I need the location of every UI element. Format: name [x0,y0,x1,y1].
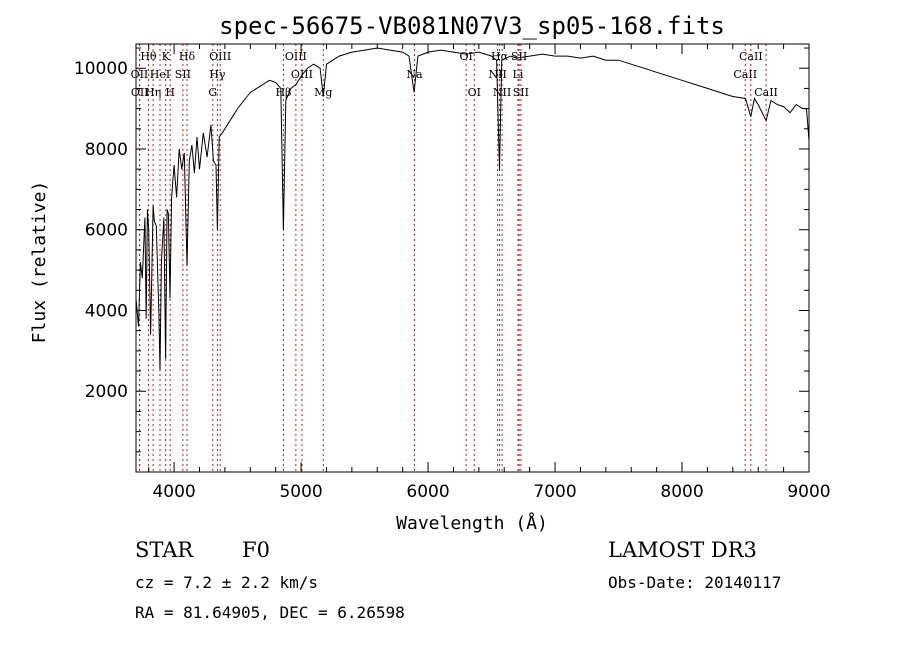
x-axis-label: Wavelength (Å) [396,512,548,534]
chart-title: spec-56675-VB081N07V3_sp05-168.fits [219,12,725,40]
y-tick-label: 10000 [74,59,128,79]
spectral-line-label: Hα [491,50,509,63]
spectral-line-label: Hδ [179,50,196,63]
spectrum-chart: spec-56675-VB081N07V3_sp05-168.fits 4000… [29,12,831,534]
spectral-line-label: SII [511,50,527,63]
spectral-line-label: OI [468,86,481,99]
x-tick-label: 9000 [787,482,830,502]
obs-date: Obs-Date: 20140117 [608,573,782,592]
spectral-line-label: CaII [739,50,763,63]
spectral-line-label: CaII [754,86,778,99]
spectral-line-label: K [162,50,171,63]
x-tick-label: 7000 [533,482,576,502]
spectral-line-label: Hγ [209,68,226,81]
y-tick-label: 4000 [85,301,128,321]
y-axis: 2000 4000 6000 8000 10000 [74,47,809,453]
x-tick-label: 8000 [660,482,703,502]
redshift-info: cz = 7.2 ± 2.2 km/s [135,573,319,592]
spectral-line-label: HeI [150,68,170,81]
y-axis-label: Flux (relative) [29,181,50,344]
spectral-line-label: H [165,86,175,99]
spectral-line-label: OIII [285,50,307,63]
spectral-line-label: SII [175,68,191,81]
spectral-line-label: Li [513,68,524,81]
plot-frame [135,43,810,473]
spectral-line-label: OII [131,68,149,81]
x-tick-label: 4000 [152,482,195,502]
x-tick-label: 5000 [279,482,322,502]
survey-name: LAMOST DR3 [608,538,757,562]
object-type: STAR [135,538,194,562]
x-axis: 4000 5000 6000 7000 8000 9000 [148,44,831,502]
spectral-line-label: OIII [209,50,231,63]
spectral-line-label: OII [131,86,149,99]
subclass: F0 [242,538,270,562]
spectral-line-label: G [208,86,217,99]
spectral-line-label: OI [459,50,472,63]
spectral-line-label: Hη [145,86,161,99]
x-tick-label: 6000 [406,482,449,502]
spectral-line-label: SII [513,86,529,99]
spectral-line-label: Na [406,68,423,81]
spectral-line-label: Hβ [275,86,291,99]
spectral-line-label: Mg [314,86,332,99]
spectral-line-label: Hθ [140,50,157,63]
coordinates: RA = 81.64905, DEC = 6.26598 [135,603,405,622]
plot-area [135,47,810,372]
y-tick-label: 2000 [85,382,128,402]
spectral-line-label: NII [493,86,511,99]
flux-series-line [135,47,810,372]
spectral-line-label: CaII [733,68,757,81]
y-tick-label: 8000 [85,140,128,160]
spectral-line-label: OIII [291,68,313,81]
y-tick-label: 6000 [85,221,128,241]
spectral-line-label: NII [488,68,506,81]
spectral-line-markers [138,44,767,472]
